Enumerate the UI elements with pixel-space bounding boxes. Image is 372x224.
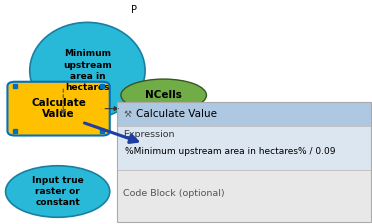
Bar [117,102,371,127]
FancyBboxPatch shape [7,82,110,136]
Text: Code Block (optional): Code Block (optional) [123,189,224,198]
Bar [117,127,371,170]
Text: ⚒: ⚒ [124,110,132,119]
Text: %Minimum upstream area in hectares% / 0.09: %Minimum upstream area in hectares% / 0.… [125,147,336,156]
Text: Calculate
Value: Calculate Value [31,98,86,119]
Text: Minimum
upstream
area in
hectares: Minimum upstream area in hectares [63,50,112,92]
Text: Expression: Expression [123,130,174,139]
Text: P: P [131,5,137,15]
Ellipse shape [6,166,110,217]
Ellipse shape [30,22,145,119]
Bar [117,170,371,222]
Text: NCells: NCells [145,90,182,100]
Text: Calculate Value: Calculate Value [136,109,217,119]
Bar [117,102,371,222]
Ellipse shape [121,79,206,111]
Text: Input true
raster or
constant: Input true raster or constant [32,176,84,207]
